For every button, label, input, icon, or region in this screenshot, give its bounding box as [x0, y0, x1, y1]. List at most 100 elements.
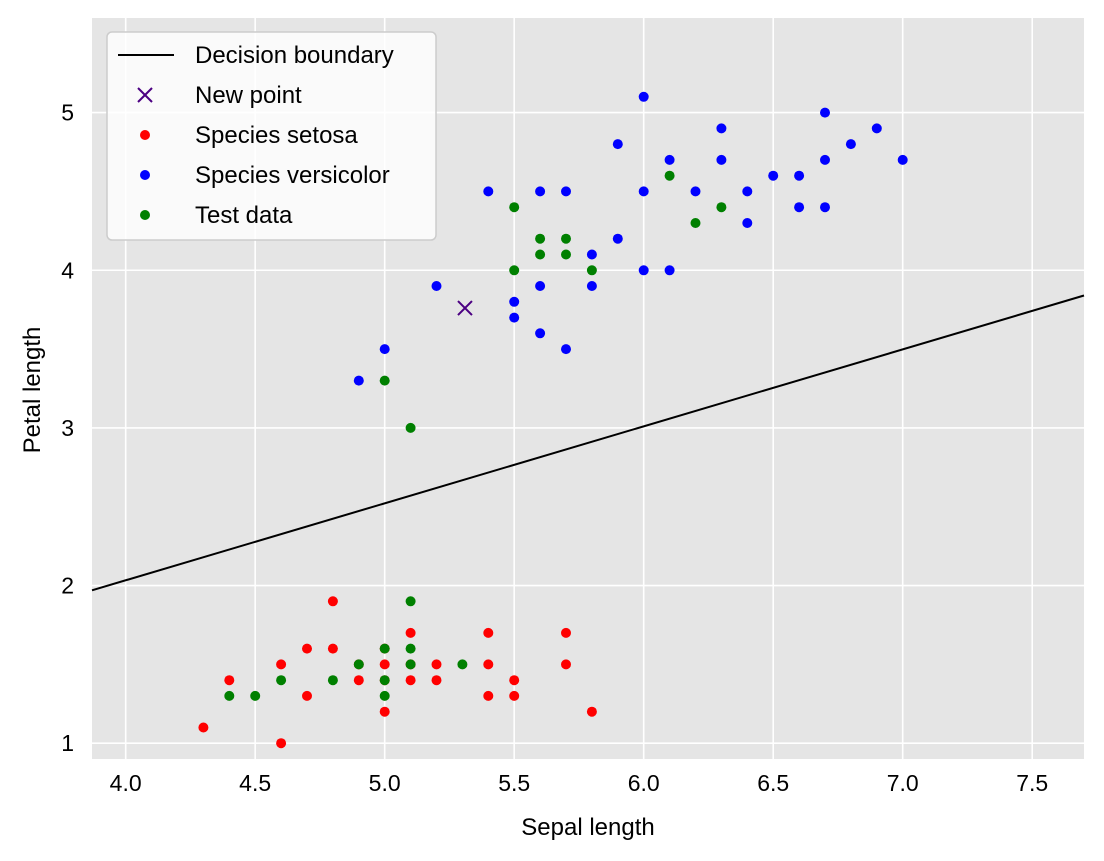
- species-versicolor-point: [871, 123, 882, 134]
- legend-x-swatch: [137, 87, 153, 103]
- species-versicolor-point: [353, 375, 364, 386]
- species-setosa-point: [561, 659, 571, 670]
- species-versicolor-point: [509, 296, 520, 307]
- y-tick-label: 4: [61, 257, 74, 283]
- x-axis-label: Sepal length: [521, 814, 654, 841]
- species-versicolor-point: [535, 186, 546, 197]
- test-data-point: [379, 643, 390, 654]
- species-setosa-point: [379, 659, 390, 670]
- species-versicolor-point: [483, 186, 494, 197]
- test-data-point: [690, 218, 701, 228]
- x-tick-label: 5.0: [369, 770, 401, 796]
- species-setosa-point: [224, 675, 235, 686]
- x-tick-label: 5.5: [498, 770, 530, 796]
- test-data-point: [509, 202, 520, 213]
- test-data-point: [457, 659, 468, 670]
- species-versicolor-point: [431, 281, 442, 291]
- legend: Decision boundary New point Species setosa…: [106, 31, 437, 241]
- species-versicolor-point: [664, 265, 675, 276]
- tick-labels: 4.0 4.5 5.0 5.5 6.0 6.5 7.0 7.5 1 2 3 4 5: [61, 100, 1048, 796]
- test-data-point: [716, 202, 727, 213]
- y-tick-label: 3: [61, 415, 74, 441]
- species-versicolor-point: [638, 186, 649, 197]
- species-versicolor-point: [897, 154, 908, 165]
- species-versicolor-point: [561, 186, 571, 197]
- legend-dot-swatch: [140, 210, 150, 220]
- test-data-point: [224, 690, 235, 701]
- species-versicolor-point: [612, 139, 623, 150]
- legend-item-species-setosa: Species setosa: [140, 122, 358, 149]
- data-points-layer: [198, 91, 908, 749]
- species-versicolor-point: [820, 154, 830, 165]
- y-tick-label: 1: [61, 730, 74, 756]
- species-setosa-point: [276, 659, 287, 670]
- test-data-point: [276, 675, 287, 686]
- species-setosa-point: [483, 659, 494, 670]
- test-data-point: [327, 675, 338, 686]
- species-versicolor-point: [561, 344, 571, 355]
- species-setosa-point: [483, 690, 494, 701]
- species-versicolor-point: [664, 154, 675, 165]
- test-data-point: [379, 375, 390, 386]
- species-setosa-point: [431, 659, 442, 670]
- species-setosa-point: [327, 643, 338, 654]
- test-data-point: [379, 675, 390, 686]
- species-setosa-point: [561, 627, 571, 638]
- legend-item-test-data: Test data: [140, 202, 293, 229]
- x-tick-label: 7.0: [887, 770, 919, 796]
- test-data-point: [586, 265, 597, 276]
- species-setosa-point: [431, 675, 442, 686]
- test-data-point: [535, 249, 546, 260]
- species-versicolor-point: [716, 123, 727, 134]
- species-setosa-point: [405, 627, 416, 638]
- test-data-point: [561, 233, 571, 244]
- species-setosa-point: [327, 596, 338, 607]
- legend-item-decision-boundary: Decision boundary: [118, 42, 394, 69]
- species-setosa-point: [405, 675, 416, 686]
- test-data-point: [379, 690, 390, 701]
- y-tick-label: 5: [61, 100, 74, 126]
- species-setosa-point: [302, 643, 312, 654]
- test-data-point: [535, 233, 546, 244]
- test-data-point: [405, 643, 416, 654]
- x-tick-label: 6.0: [628, 770, 660, 796]
- species-setosa-point: [379, 706, 390, 717]
- species-versicolor-point: [820, 107, 830, 118]
- species-versicolor-point: [535, 328, 546, 339]
- y-axis-label: Petal length: [19, 327, 46, 454]
- test-data-point: [561, 249, 571, 260]
- test-data-point: [405, 596, 416, 607]
- species-versicolor-point: [742, 218, 753, 228]
- species-setosa-point: [353, 675, 364, 686]
- x-tick-label: 7.5: [1016, 770, 1048, 796]
- test-data-point: [405, 659, 416, 670]
- species-setosa-point: [509, 690, 520, 701]
- species-versicolor-point: [638, 91, 649, 102]
- species-versicolor-point: [820, 202, 830, 213]
- x-tick-label: 4.5: [239, 770, 271, 796]
- decision-boundary-line: [91, 294, 1085, 592]
- species-versicolor-point: [845, 139, 856, 150]
- test-data-point: [509, 265, 520, 276]
- species-versicolor-point: [379, 344, 390, 355]
- species-versicolor-point: [586, 249, 597, 260]
- species-setosa-point: [509, 675, 520, 686]
- species-versicolor-point: [586, 281, 597, 291]
- y-tick-label: 2: [61, 573, 74, 599]
- species-setosa-point: [586, 706, 597, 717]
- test-data-point: [664, 170, 675, 181]
- decision-boundary-layer: [91, 294, 1085, 592]
- legend-item-new-point: New point: [137, 82, 302, 109]
- legend-label: Species versicolor: [195, 162, 390, 189]
- species-versicolor-point: [794, 202, 805, 213]
- legend-dot-swatch: [140, 130, 150, 140]
- species-versicolor-point: [742, 186, 753, 197]
- test-data-point: [405, 422, 416, 433]
- species-setosa-point: [198, 722, 209, 733]
- legend-box: [106, 31, 437, 241]
- test-data-point: [250, 690, 261, 701]
- legend-item-species-versicolor: Species versicolor: [140, 162, 390, 189]
- x-tick-label: 4.0: [110, 770, 142, 796]
